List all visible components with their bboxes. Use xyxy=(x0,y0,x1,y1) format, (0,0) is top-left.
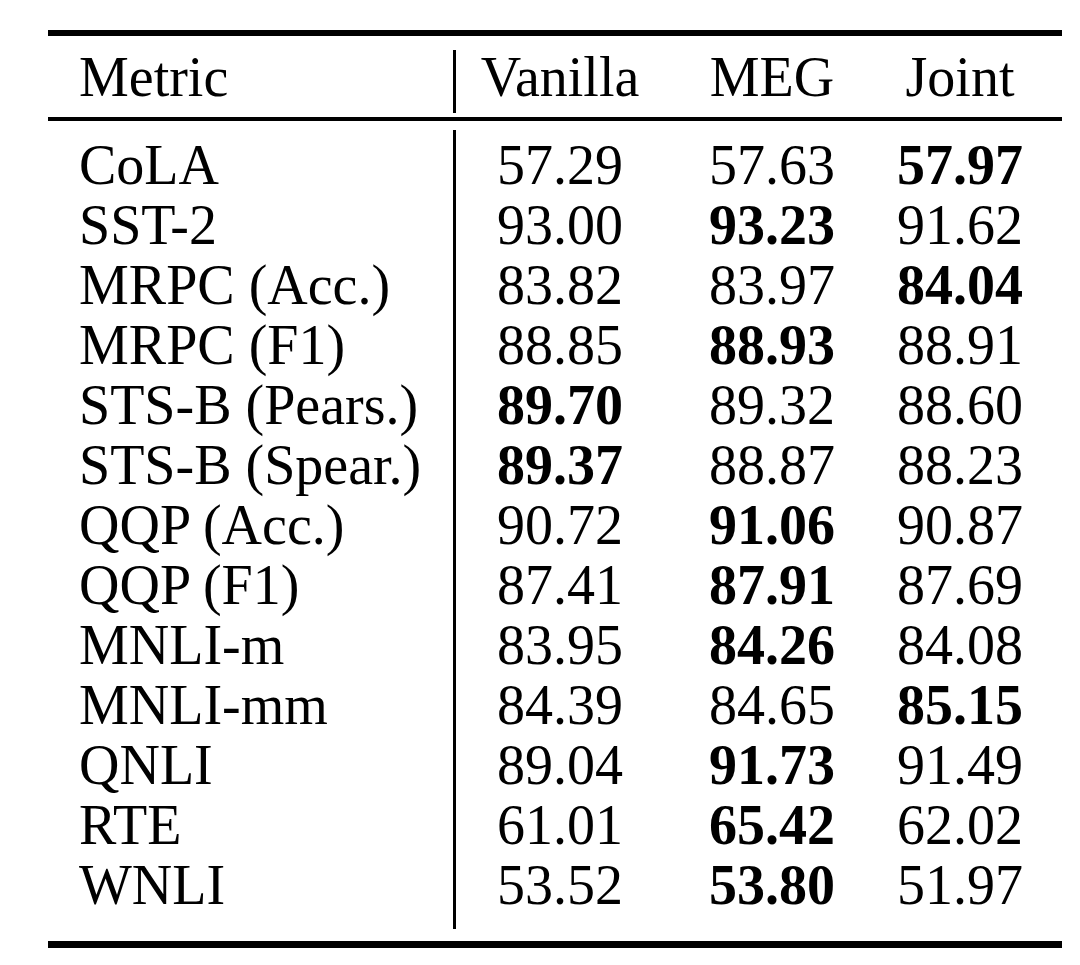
metric-cell: MRPC (F1) xyxy=(48,315,454,375)
vanilla-value-cell: 87.41 xyxy=(454,555,666,615)
vanilla-value-cell: 90.72 xyxy=(454,495,666,555)
meg-value-cell: 87.91 xyxy=(666,555,878,615)
paper-page: Metric Vanilla MEG Joint CoLA 57.29 57.6… xyxy=(0,0,1080,965)
joint-value-cell: 88.23 xyxy=(878,435,1062,495)
metric-cell: QNLI xyxy=(48,735,454,795)
meg-value-cell: 53.80 xyxy=(666,855,878,945)
table-row: CoLA 57.29 57.63 57.97 xyxy=(48,119,1062,195)
meg-value-cell: 83.97 xyxy=(666,255,878,315)
table-row: SST-2 93.00 93.23 91.62 xyxy=(48,195,1062,255)
table-row: RTE 61.01 65.42 62.02 xyxy=(48,795,1062,855)
table-row: STS-B (Pears.) 89.70 89.32 88.60 xyxy=(48,375,1062,435)
meg-value-cell: 93.23 xyxy=(666,195,878,255)
table-row: QQP (F1) 87.41 87.91 87.69 xyxy=(48,555,1062,615)
meg-value-cell: 84.65 xyxy=(666,675,878,735)
vanilla-value-cell: 88.85 xyxy=(454,315,666,375)
results-table: Metric Vanilla MEG Joint CoLA 57.29 57.6… xyxy=(48,30,1062,948)
joint-value-cell: 57.97 xyxy=(878,119,1062,195)
vanilla-value-cell: 61.01 xyxy=(454,795,666,855)
metric-cell: MNLI-m xyxy=(48,615,454,675)
meg-value-cell: 91.06 xyxy=(666,495,878,555)
vanilla-value-cell: 53.52 xyxy=(454,855,666,945)
meg-value-cell: 89.32 xyxy=(666,375,878,435)
joint-value-cell: 88.91 xyxy=(878,315,1062,375)
vanilla-value-cell: 89.70 xyxy=(454,375,666,435)
table-row: MRPC (F1) 88.85 88.93 88.91 xyxy=(48,315,1062,375)
column-header-meg: MEG xyxy=(666,33,878,119)
vanilla-value-cell: 89.37 xyxy=(454,435,666,495)
column-header-metric: Metric xyxy=(48,33,454,119)
metric-cell: MRPC (Acc.) xyxy=(48,255,454,315)
meg-value-cell: 65.42 xyxy=(666,795,878,855)
joint-value-cell: 84.04 xyxy=(878,255,1062,315)
vanilla-value-cell: 83.82 xyxy=(454,255,666,315)
joint-value-cell: 62.02 xyxy=(878,795,1062,855)
joint-value-cell: 87.69 xyxy=(878,555,1062,615)
table-body: CoLA 57.29 57.63 57.97 SST-2 93.00 93.23… xyxy=(48,119,1062,945)
vanilla-value-cell: 89.04 xyxy=(454,735,666,795)
vanilla-value-cell: 83.95 xyxy=(454,615,666,675)
column-separator-body xyxy=(453,130,456,929)
joint-value-cell: 91.49 xyxy=(878,735,1062,795)
meg-value-cell: 88.87 xyxy=(666,435,878,495)
table-row: QQP (Acc.) 90.72 91.06 90.87 xyxy=(48,495,1062,555)
header-row: Metric Vanilla MEG Joint xyxy=(48,33,1062,119)
metric-cell: RTE xyxy=(48,795,454,855)
metric-cell: WNLI xyxy=(48,855,454,945)
metric-cell: MNLI-mm xyxy=(48,675,454,735)
column-header-joint: Joint xyxy=(878,33,1062,119)
vanilla-value-cell: 93.00 xyxy=(454,195,666,255)
meg-value-cell: 57.63 xyxy=(666,119,878,195)
joint-value-cell: 84.08 xyxy=(878,615,1062,675)
metric-cell: QQP (F1) xyxy=(48,555,454,615)
metric-cell: STS-B (Spear.) xyxy=(48,435,454,495)
column-header-vanilla: Vanilla xyxy=(454,33,666,119)
metric-cell: SST-2 xyxy=(48,195,454,255)
table-row: WNLI 53.52 53.80 51.97 xyxy=(48,855,1062,945)
table-header: Metric Vanilla MEG Joint xyxy=(48,33,1062,119)
vanilla-value-cell: 84.39 xyxy=(454,675,666,735)
table-row: MNLI-mm 84.39 84.65 85.15 xyxy=(48,675,1062,735)
table-row: MNLI-m 83.95 84.26 84.08 xyxy=(48,615,1062,675)
table-row: STS-B (Spear.) 89.37 88.87 88.23 xyxy=(48,435,1062,495)
metric-cell: QQP (Acc.) xyxy=(48,495,454,555)
joint-value-cell: 90.87 xyxy=(878,495,1062,555)
column-separator-header xyxy=(453,50,456,113)
joint-value-cell: 91.62 xyxy=(878,195,1062,255)
metric-cell: CoLA xyxy=(48,119,454,195)
table-row: QNLI 89.04 91.73 91.49 xyxy=(48,735,1062,795)
joint-value-cell: 85.15 xyxy=(878,675,1062,735)
joint-value-cell: 51.97 xyxy=(878,855,1062,945)
metric-cell: STS-B (Pears.) xyxy=(48,375,454,435)
meg-value-cell: 91.73 xyxy=(666,735,878,795)
meg-value-cell: 88.93 xyxy=(666,315,878,375)
vanilla-value-cell: 57.29 xyxy=(454,119,666,195)
joint-value-cell: 88.60 xyxy=(878,375,1062,435)
meg-value-cell: 84.26 xyxy=(666,615,878,675)
table-row: MRPC (Acc.) 83.82 83.97 84.04 xyxy=(48,255,1062,315)
